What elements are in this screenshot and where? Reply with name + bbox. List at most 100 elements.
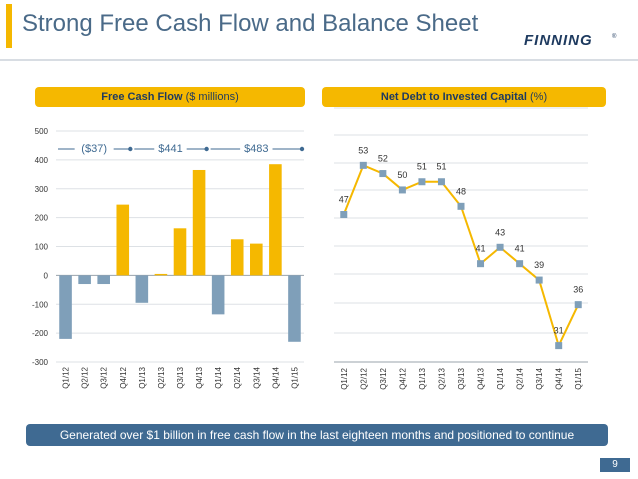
fcf-x-tick-label: Q2/12 [81,366,90,388]
logo-registered-mark: ® [612,33,617,40]
fcf-y-tick-label: 500 [35,127,49,136]
fcf-x-tick-label: Q1/14 [214,366,223,388]
logo-text: FINNING [524,32,593,49]
nd-point [379,170,387,178]
nd-x-tick-label: Q4/14 [555,367,564,389]
title-rule [0,59,638,61]
nd-x-tick-label: Q3/12 [379,367,388,389]
fcf-bar [288,275,301,342]
nd-line-chart: 47 53 52 50 51 51 48 41 43 41 39 31 36 Q1/12 Q2/12 Q3/1… [334,107,588,390]
nd-point [437,178,445,186]
nd-data-label: 47 [339,195,349,205]
nd-label-bold: Net Debt to Invested Capital [380,91,527,103]
nd-chart-label: Net Debt to Invested Capital (%) [322,87,606,107]
nd-data-label: 39 [534,260,544,270]
page-title: Strong Free Cash Flow and Balance Sheet [22,10,479,37]
nd-data-label: 31 [554,326,564,336]
fcf-bar [135,275,149,303]
nd-data-label: 53 [358,145,368,155]
fcf-x-tick-label: Q1/15 [290,366,299,388]
nd-x-tick-label: Q3/13 [457,367,466,389]
fcf-annotation-label: $441 [158,143,182,155]
fcf-y-tick-label: -300 [32,358,49,367]
nd-x-tick-label: Q2/13 [437,367,446,389]
nd-data-label: 51 [417,162,427,172]
fcf-annotation-bg [154,140,187,154]
nd-data-label: 52 [378,154,388,164]
fcf-bar [230,239,244,276]
fcf-x-tick-label: Q4/12 [119,366,128,388]
fcf-x-tick-label: Q3/14 [252,366,261,388]
fcf-bar [211,275,225,315]
nd-data-label: 50 [397,170,407,180]
nd-x-tick-label: Q4/13 [477,367,486,389]
fcf-y-tick-label: 400 [35,156,49,165]
fcf-bar-chart: -300 -200 -100 0 100 200 300 400 500 Q1/12 Q2/12 Q3… [32,127,305,389]
fcf-annotation-bg [74,140,114,154]
nd-point [340,211,348,219]
fcf-x-tick-label: Q3/13 [176,366,185,388]
nd-point [535,276,543,284]
nd-x-tick-label: Q1/12 [340,367,349,389]
nd-point [555,342,563,350]
fcf-bar [250,243,263,276]
nd-point [496,243,504,251]
fcf-x-tick-label: Q4/14 [271,366,280,388]
nd-point [418,178,426,186]
footer-banner: Generated over $1 billion in free cash f… [26,424,608,446]
nd-point [359,161,367,169]
page-number: 9 [600,458,630,472]
nd-data-label: 41 [476,244,486,254]
fcf-y-tick-label: -100 [32,300,49,309]
nd-point [574,301,582,309]
fcf-y-tick-label: 200 [35,214,49,223]
nd-series-line [342,164,580,349]
fcf-bar [59,275,72,339]
nd-data-label: 43 [495,227,505,237]
fcf-x-tick-label: Q1/12 [62,366,71,388]
title-accent-bar [6,4,12,48]
fcf-bar [154,273,168,276]
fcf-annotation-dot [299,146,305,152]
nd-x-tick-label: Q1/13 [418,367,427,389]
fcf-bar [173,228,187,276]
finning-logo: FINNING ® [524,32,617,49]
fcf-x-tick-label: Q2/13 [157,366,166,388]
fcf-label-unit: ($ millions) [185,91,239,103]
nd-data-label: 48 [456,186,466,196]
fcf-bar [97,275,110,285]
nd-x-tick-label: Q2/12 [359,367,368,389]
nd-point [457,202,465,210]
nd-data-label: 51 [436,162,446,172]
fcf-x-tick-label: Q2/14 [233,366,242,388]
nd-data-label: 36 [573,285,583,295]
fcf-chart-label: Free Cash Flow ($ millions) [35,87,305,107]
fcf-annotation-bg [240,140,273,154]
nd-x-tick-label: Q2/14 [516,367,525,389]
fcf-annotation-label: ($37) [81,143,107,155]
nd-x-tick-label: Q1/15 [574,367,583,389]
fcf-x-tick-label: Q3/12 [100,366,109,388]
fcf-annotation-dot [128,146,133,152]
nd-label-unit: (%) [530,91,548,103]
fcf-y-tick-label: 0 [44,271,49,280]
fcf-bar [269,164,282,276]
nd-x-tick-label: Q3/14 [535,367,544,389]
fcf-annotation-dot [204,146,209,152]
nd-x-tick-label: Q1/14 [496,367,505,389]
nd-point [477,260,485,268]
fcf-annotation-label: $483 [244,143,268,155]
nd-point [398,186,406,194]
fcf-y-tick-label: 100 [35,243,49,252]
fcf-y-tick-label: 300 [35,185,49,194]
fcf-bar [192,169,206,276]
nd-x-tick-label: Q4/12 [398,367,407,389]
fcf-y-tick-label: -200 [32,329,49,338]
fcf-x-tick-label: Q1/13 [138,366,147,388]
fcf-bar [116,204,130,276]
fcf-x-tick-label: Q4/13 [195,366,204,388]
title-bar: Strong Free Cash Flow and Balance Sheet … [0,0,638,64]
nd-point [516,260,524,268]
fcf-bar [78,275,91,285]
